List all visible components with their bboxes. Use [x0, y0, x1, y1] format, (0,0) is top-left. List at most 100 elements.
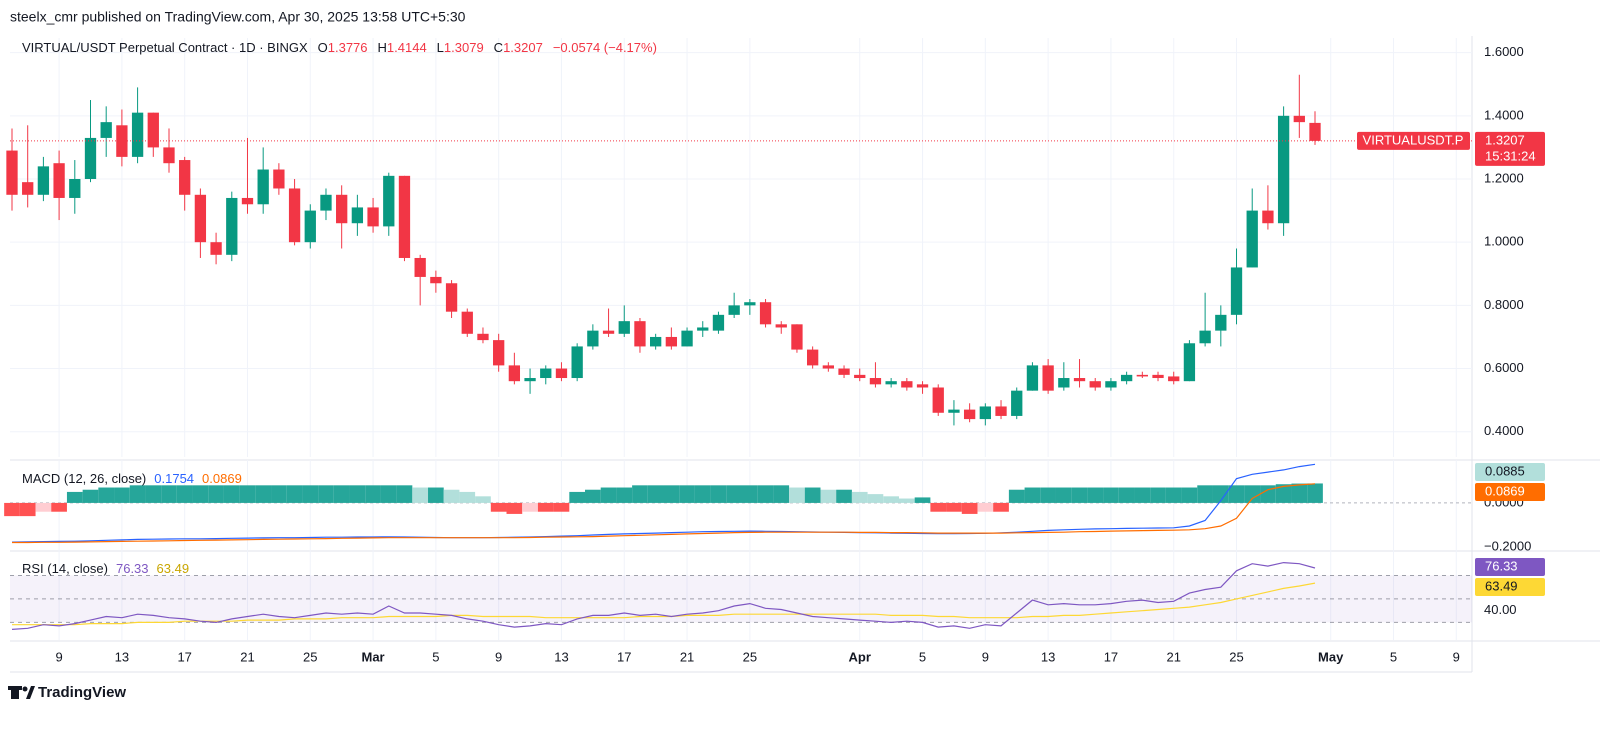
histogram-bar — [742, 485, 758, 503]
candle-body — [1168, 376, 1180, 382]
x-tick-label: May — [1318, 649, 1344, 664]
histogram-bar — [35, 502, 52, 512]
histogram-bar — [898, 498, 915, 503]
histogram-bar — [647, 485, 664, 503]
candle-body — [257, 169, 269, 205]
histogram-bar — [412, 487, 429, 503]
candle-body — [288, 188, 301, 243]
candle-body — [1136, 374, 1148, 377]
rsi-ma-badge: 63.49 — [1485, 578, 1518, 593]
ohlc-value: 1.3207 — [503, 40, 543, 55]
candle-body — [1262, 210, 1274, 224]
histogram-bar — [679, 485, 695, 503]
candle-body — [838, 368, 850, 375]
footer-brand: TradingView — [38, 684, 126, 701]
histogram-bar — [82, 489, 99, 503]
candle-body — [210, 242, 222, 255]
histogram-bar — [1307, 483, 1323, 503]
histogram-badge-bg — [1475, 463, 1545, 481]
histogram-bar — [129, 485, 146, 503]
histogram-bar — [757, 485, 774, 503]
logo-shape — [26, 686, 35, 699]
candle-body — [477, 333, 489, 341]
candle-body — [226, 197, 238, 255]
histogram-bar — [365, 485, 381, 503]
x-tick-label: 5 — [432, 649, 439, 664]
candle-body — [948, 409, 960, 413]
signal-badge: 0.0869 — [1485, 483, 1525, 498]
histogram-bar — [428, 487, 444, 503]
y-tick-label: 0.6000 — [1484, 360, 1524, 375]
histogram-bar — [98, 487, 115, 503]
x-tick-label: 5 — [1390, 649, 1397, 664]
histogram-bar — [820, 489, 837, 503]
candle-body — [932, 387, 944, 413]
histogram-bar — [1181, 487, 1198, 503]
indicator-title: MACD (12, 26, close) — [22, 471, 146, 486]
signal-value: 0.0869 — [202, 471, 242, 486]
candle-body — [822, 365, 834, 369]
rsi-line — [11, 561, 1316, 630]
symbol-badge-bg — [1357, 131, 1470, 150]
candle-body — [869, 378, 882, 385]
histogram-bar — [443, 489, 460, 503]
histogram-bar — [537, 502, 554, 512]
candle-body — [1215, 314, 1227, 331]
histogram-bar — [1134, 487, 1151, 503]
candle-body — [712, 314, 725, 331]
histogram-bar — [836, 489, 852, 503]
ohlc-value: 1.3079 — [444, 40, 484, 55]
candle-body — [1152, 374, 1164, 379]
ohlc-label: O — [318, 40, 328, 55]
histogram-bar — [490, 502, 507, 512]
x-tick-label: 21 — [680, 649, 694, 664]
histogram-bar — [1212, 485, 1229, 503]
candle-body — [1026, 365, 1039, 391]
candle-body — [241, 197, 254, 205]
histogram-bar — [600, 487, 617, 503]
histogram-bar — [176, 485, 193, 503]
histogram-bar — [1150, 487, 1166, 503]
candle-body — [493, 340, 505, 366]
histogram-bar — [1260, 485, 1276, 503]
x-tick-label: 21 — [1166, 649, 1180, 664]
candle-body — [383, 175, 395, 227]
candle-body — [602, 330, 615, 334]
candle-body — [351, 207, 364, 224]
candle-body — [1105, 381, 1117, 388]
candle-body — [1246, 210, 1258, 268]
histogram-bar — [1228, 485, 1245, 503]
x-tick-label: 17 — [617, 649, 631, 664]
histogram-bar — [694, 485, 711, 503]
candle-body — [194, 194, 207, 243]
histogram-bar — [773, 485, 790, 503]
ohlc-label: C — [494, 40, 503, 55]
candle-body — [791, 324, 803, 350]
candle-body — [320, 194, 332, 211]
candle-body — [37, 166, 50, 195]
histogram-bar — [867, 494, 884, 503]
x-tick-label: 5 — [919, 649, 926, 664]
histogram-bar — [930, 502, 947, 512]
ohlc-label: H — [378, 40, 387, 55]
x-tick-label: 21 — [240, 649, 254, 664]
candle-body — [775, 324, 787, 328]
macd-value: 0.1754 — [154, 471, 194, 486]
candle-body — [6, 150, 18, 195]
countdown: 15:31:24 — [1485, 148, 1536, 163]
histogram-bar — [333, 485, 350, 503]
histogram-bar — [993, 502, 1009, 512]
histogram-bar — [1087, 487, 1104, 503]
histogram-bar — [51, 502, 67, 512]
candle-body — [84, 137, 97, 179]
x-tick-label: 17 — [177, 649, 191, 664]
candle-body — [304, 210, 316, 243]
y-tick-label: 1.6000 — [1484, 44, 1524, 59]
footer-logo: TradingView — [8, 684, 126, 701]
histogram-bar — [1055, 487, 1072, 503]
x-tick-label: 25 — [743, 649, 757, 664]
candle-body — [634, 321, 646, 347]
rsi-badge-bg — [1475, 558, 1545, 576]
price-badge: 1.3207 — [1485, 132, 1525, 147]
